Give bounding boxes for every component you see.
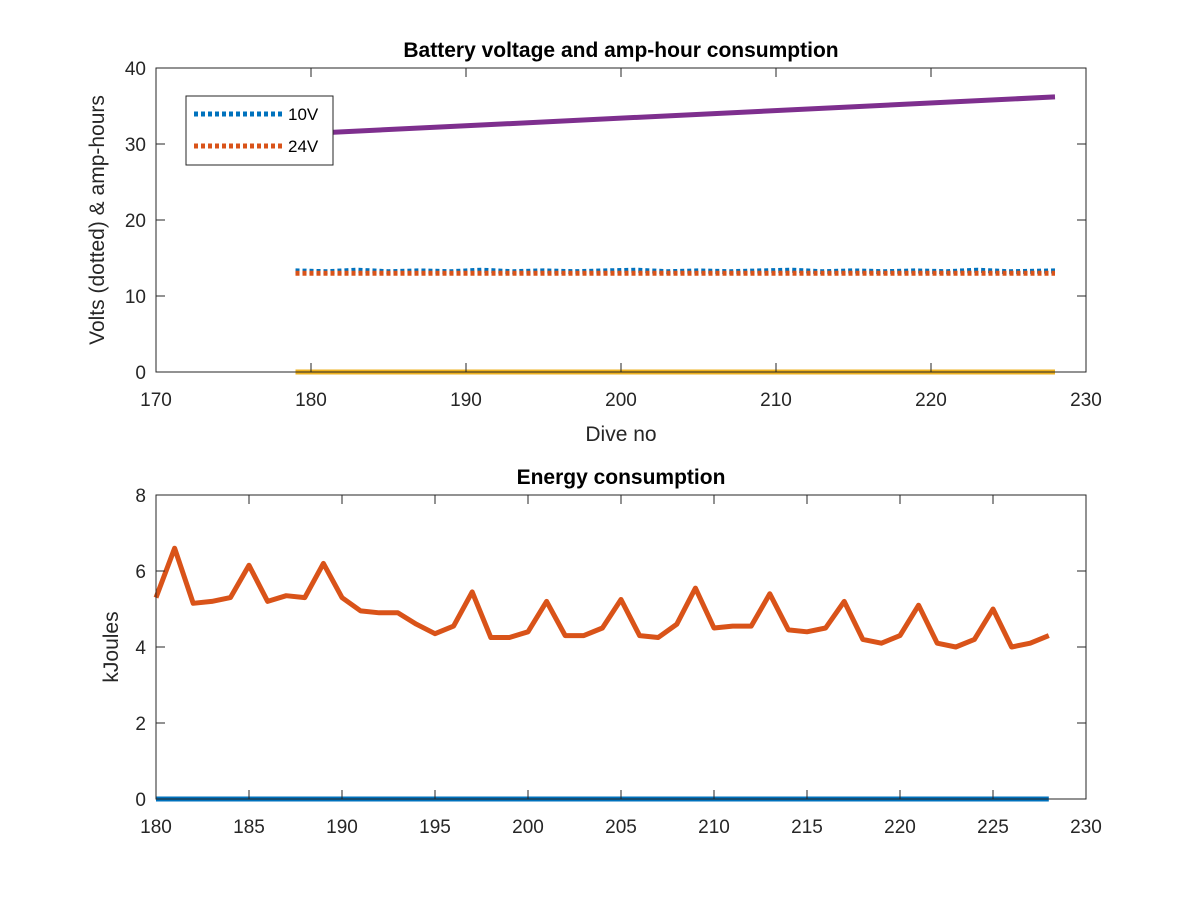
energy-ticks: 180 185 190 195 200 205 210 215 220 225 230 0 2 4 6 8 bbox=[135, 486, 1101, 838]
energy-x-tick-label: 220 bbox=[884, 817, 916, 838]
voltage-x-axis-label: Dive no bbox=[585, 423, 656, 446]
voltage-x-tick-label: 230 bbox=[1070, 390, 1102, 411]
energy-y-tick-label: 2 bbox=[135, 714, 146, 735]
voltage-x-tick-label: 190 bbox=[450, 390, 482, 411]
legend-label-10v: 10V bbox=[288, 105, 319, 124]
voltage-x-tick-label: 170 bbox=[140, 390, 172, 411]
energy-x-tick-label: 185 bbox=[233, 817, 265, 838]
energy-x-tick-label: 225 bbox=[977, 817, 1009, 838]
voltage-legend: 10V 24V bbox=[185, 95, 334, 166]
voltage-y-tick-label: 40 bbox=[125, 59, 146, 80]
energy-x-tick-label: 215 bbox=[791, 817, 823, 838]
energy-y-tick-label: 0 bbox=[135, 790, 146, 811]
energy-x-tick-label: 200 bbox=[512, 817, 544, 838]
legend-box bbox=[185, 95, 334, 166]
voltage-chart-title: Battery voltage and amp-hour consumption bbox=[403, 39, 838, 62]
energy-y-tick-label: 8 bbox=[135, 486, 146, 507]
energy-series-line-0 bbox=[153, 545, 1050, 650]
voltage-x-tick-label: 180 bbox=[295, 390, 327, 411]
voltage-chart: 170 180 190 200 210 220 230 0 10 20 30 40 Battery v… bbox=[86, 39, 1102, 446]
voltage-y-tick-label: 20 bbox=[125, 211, 146, 232]
voltage-x-tick-label: 210 bbox=[760, 390, 792, 411]
energy-x-tick-label: 180 bbox=[140, 817, 172, 838]
energy-chart: 180 185 190 195 200 205 210 215 220 225 230 0 2 4 6 8 E… bbox=[100, 466, 1102, 838]
voltage-series-line-2 bbox=[295, 94, 1056, 137]
energy-y-axis-label: kJoules bbox=[100, 611, 123, 682]
energy-x-tick-label: 230 bbox=[1070, 817, 1102, 838]
energy-x-tick-label: 205 bbox=[605, 817, 637, 838]
voltage-x-tick-label: 220 bbox=[915, 390, 947, 411]
legend-label-24v: 24V bbox=[288, 137, 319, 156]
energy-y-tick-label: 4 bbox=[135, 638, 146, 659]
energy-x-tick-label: 210 bbox=[698, 817, 730, 838]
energy-plot-area bbox=[156, 495, 1086, 799]
voltage-ticks: 170 180 190 200 210 220 230 0 10 20 30 40 bbox=[125, 59, 1102, 411]
voltage-y-tick-label: 10 bbox=[125, 287, 146, 308]
voltage-y-tick-label: 0 bbox=[135, 363, 146, 384]
energy-x-tick-label: 195 bbox=[419, 817, 451, 838]
energy-x-tick-label: 190 bbox=[326, 817, 358, 838]
energy-chart-title: Energy consumption bbox=[517, 466, 726, 489]
voltage-y-axis-label: Volts (dotted) & amp-hours bbox=[86, 95, 109, 345]
voltage-y-tick-label: 30 bbox=[125, 135, 146, 156]
energy-y-tick-label: 6 bbox=[135, 562, 146, 583]
voltage-x-tick-label: 200 bbox=[605, 390, 637, 411]
